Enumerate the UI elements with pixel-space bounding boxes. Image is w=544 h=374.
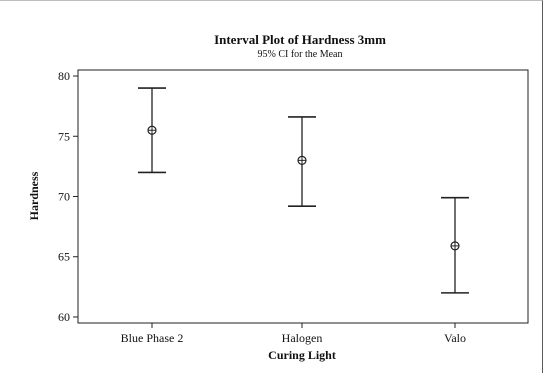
x-category-label-0: Blue Phase 2 — [121, 331, 184, 345]
y-tick-label-60: 60 — [58, 310, 70, 324]
chart-title: Interval Plot of Hardness 3mm — [214, 32, 386, 47]
plot-area — [77, 69, 529, 324]
y-tick-label-75: 75 — [58, 129, 70, 143]
chart-subtitle: 95% CI for the Mean — [258, 49, 343, 60]
x-axis-label: Curing Light — [268, 348, 336, 362]
y-tick-label-70: 70 — [58, 190, 70, 204]
y-tick-label-80: 80 — [58, 69, 70, 83]
x-category-label-1: Halogen — [282, 331, 323, 345]
y-axis-label: Hardness — [27, 171, 41, 220]
chart-marks: 60 65 70 75 80 Blue Phase 2 Halogen Valo — [58, 69, 469, 345]
y-tick-label-65: 65 — [58, 250, 70, 264]
x-category-label-2: Valo — [444, 331, 466, 345]
